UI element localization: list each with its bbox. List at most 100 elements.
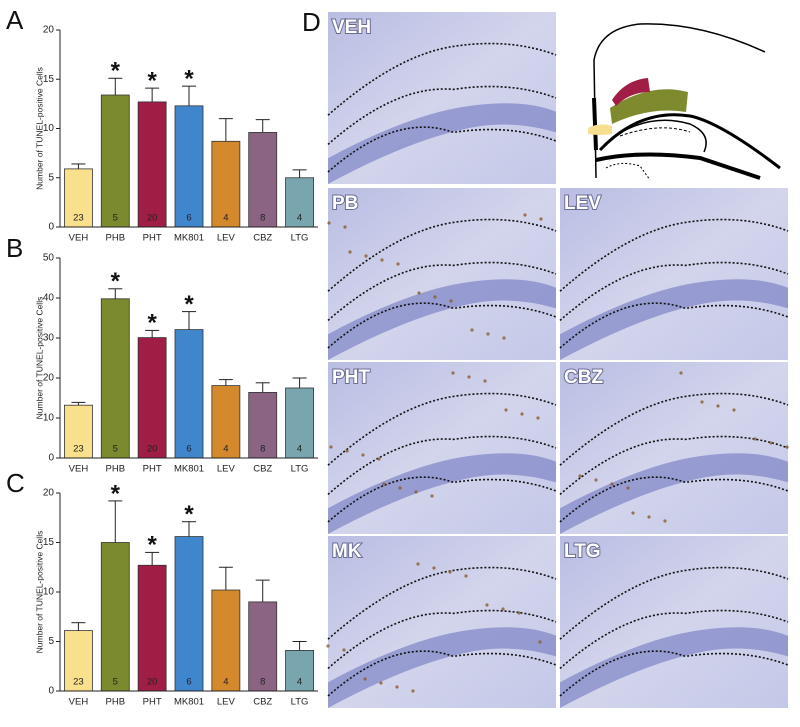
region-outline (559, 566, 789, 640)
sample-size: 6 (186, 677, 191, 688)
sample-size: 20 (147, 213, 158, 224)
tunel-cell (363, 677, 367, 681)
tunel-cell (594, 478, 598, 482)
y-tick-label: 20 (43, 373, 55, 384)
cell-layer (560, 627, 788, 708)
significance-marker: * (147, 532, 157, 559)
tunel-cell (631, 511, 635, 515)
sample-size: 23 (73, 444, 84, 455)
x-tick-label: LTG (291, 233, 309, 244)
bar (137, 564, 167, 692)
cell-layer (328, 103, 556, 184)
sample-size: 20 (147, 677, 158, 688)
tunel-cell (679, 371, 683, 375)
region-outline (327, 302, 557, 349)
panel-letter: B (6, 233, 23, 263)
x-tick-label: PHB (106, 233, 126, 244)
tunel-cell (449, 299, 453, 303)
x-tick-label: LEV (217, 697, 236, 708)
tunel-cell (716, 404, 720, 408)
y-tick-label: 0 (48, 222, 54, 233)
y-tick-label: 50 (43, 253, 55, 264)
y-axis-label: Number of TUNEL-positive Cells (34, 531, 44, 654)
tunel-cell (732, 408, 736, 412)
significance-marker: * (184, 501, 194, 528)
y-tick-label: 0 (48, 453, 54, 464)
tunel-cell (517, 611, 521, 615)
bar (64, 404, 93, 459)
significance-marker: * (147, 67, 157, 94)
micrograph: LTG (559, 536, 789, 708)
y-tick-label: 20 (43, 488, 55, 499)
tunel-cell (411, 689, 415, 693)
micrograph-label: CBZ (564, 367, 603, 388)
sample-size: 4 (223, 677, 228, 688)
tunel-cell (430, 494, 434, 498)
sample-size: 5 (113, 213, 118, 224)
tunel-cell (539, 217, 543, 221)
sample-size: 8 (260, 444, 265, 455)
micrograph-label: PB (332, 193, 358, 214)
tunel-cell (504, 408, 508, 412)
x-tick-label: LTG (291, 464, 309, 475)
tunel-cell (502, 336, 506, 340)
sample-size: 6 (186, 213, 191, 224)
significance-marker: * (184, 291, 194, 318)
sample-size: 4 (223, 444, 228, 455)
tunel-cell (327, 221, 331, 225)
sample-size: 5 (113, 444, 118, 455)
region-outline (327, 261, 557, 322)
region-outline (327, 42, 557, 116)
y-tick-label: 5 (48, 172, 54, 183)
cell-layer (560, 453, 788, 534)
sample-size: 4 (223, 213, 228, 224)
tunel-cell (361, 453, 365, 457)
x-tick-label: PHB (106, 464, 126, 475)
x-tick-label: VEH (69, 697, 89, 708)
schematic (560, 12, 790, 184)
y-tick-label: 10 (43, 123, 55, 134)
tunel-cell (395, 685, 399, 689)
x-tick-label: PHT (143, 464, 162, 475)
x-tick-label: MK801 (174, 233, 204, 244)
cell-layer (328, 627, 556, 708)
region-outline (559, 609, 789, 670)
sample-size: 4 (297, 213, 302, 224)
significance-marker: * (111, 268, 121, 295)
tunel-cell (414, 490, 418, 494)
significance-marker: * (147, 310, 157, 337)
bar (285, 387, 314, 459)
x-tick-label: LEV (217, 233, 236, 244)
x-tick-label: CBZ (253, 464, 272, 475)
y-tick-label: 10 (43, 587, 55, 598)
bar (285, 177, 314, 228)
x-tick-label: LTG (291, 697, 309, 708)
x-tick-label: PHB (106, 697, 126, 708)
tunel-cell (700, 400, 704, 404)
bar (248, 601, 278, 692)
bar (174, 329, 204, 459)
region-outline (327, 392, 557, 466)
x-tick-label: MK801 (174, 464, 204, 475)
micrograph: PB (327, 188, 557, 360)
micrograph-label: MK (332, 541, 362, 562)
panel-letter: A (6, 5, 24, 35)
region-outline (559, 261, 789, 322)
region-outline (327, 218, 557, 292)
tunel-cell (626, 486, 630, 490)
bar (211, 140, 241, 228)
region-outline (559, 476, 789, 523)
tunel-cell (483, 379, 487, 383)
region-outline (327, 476, 557, 523)
sample-size: 4 (297, 444, 302, 455)
region-outline (327, 650, 557, 697)
tunel-cell (342, 648, 346, 652)
micrograph: VEH (327, 12, 557, 184)
x-tick-label: CBZ (253, 697, 272, 708)
sample-size: 23 (73, 213, 84, 224)
sample-size: 8 (260, 677, 265, 688)
tunel-cell (379, 681, 383, 685)
tunel-cell (417, 291, 421, 295)
bar (100, 94, 130, 228)
tunel-cell (470, 328, 474, 332)
